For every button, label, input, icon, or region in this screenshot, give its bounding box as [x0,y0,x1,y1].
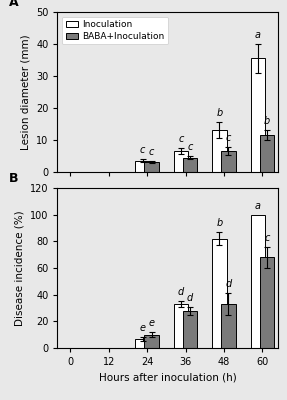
Text: d: d [187,293,193,303]
Bar [135,161,150,172]
Text: c: c [178,134,184,144]
Text: e: e [149,318,155,328]
Y-axis label: Lesion diameter (mm): Lesion diameter (mm) [20,34,30,150]
Legend: Inoculation, BABA+Inoculation: Inoculation, BABA+Inoculation [62,16,168,44]
Text: B: B [9,172,18,185]
Bar [251,58,265,172]
Bar [144,335,159,348]
Bar [174,151,188,172]
Text: c: c [226,133,231,143]
Bar [221,304,236,348]
Text: b: b [264,116,270,126]
Bar [174,304,188,348]
Text: c: c [149,148,154,158]
Text: c: c [264,233,269,243]
Bar [135,339,150,348]
Text: d: d [178,287,184,297]
Bar [144,162,159,172]
X-axis label: Hours after inoculation (h): Hours after inoculation (h) [99,372,237,382]
Text: d: d [225,279,232,289]
Bar [251,215,265,348]
Text: A: A [9,0,18,9]
Text: b: b [216,218,223,228]
Bar [183,158,197,172]
Bar [221,151,236,172]
Bar [260,135,274,172]
Text: a: a [255,201,261,211]
Text: c: c [187,142,193,152]
Bar [212,130,227,172]
Bar [212,239,227,348]
Y-axis label: Disease incidence (%): Disease incidence (%) [14,210,24,326]
Text: b: b [216,108,223,118]
Bar [260,257,274,348]
Text: a: a [255,30,261,40]
Text: e: e [139,323,146,333]
Bar [183,311,197,348]
Text: c: c [140,145,145,155]
